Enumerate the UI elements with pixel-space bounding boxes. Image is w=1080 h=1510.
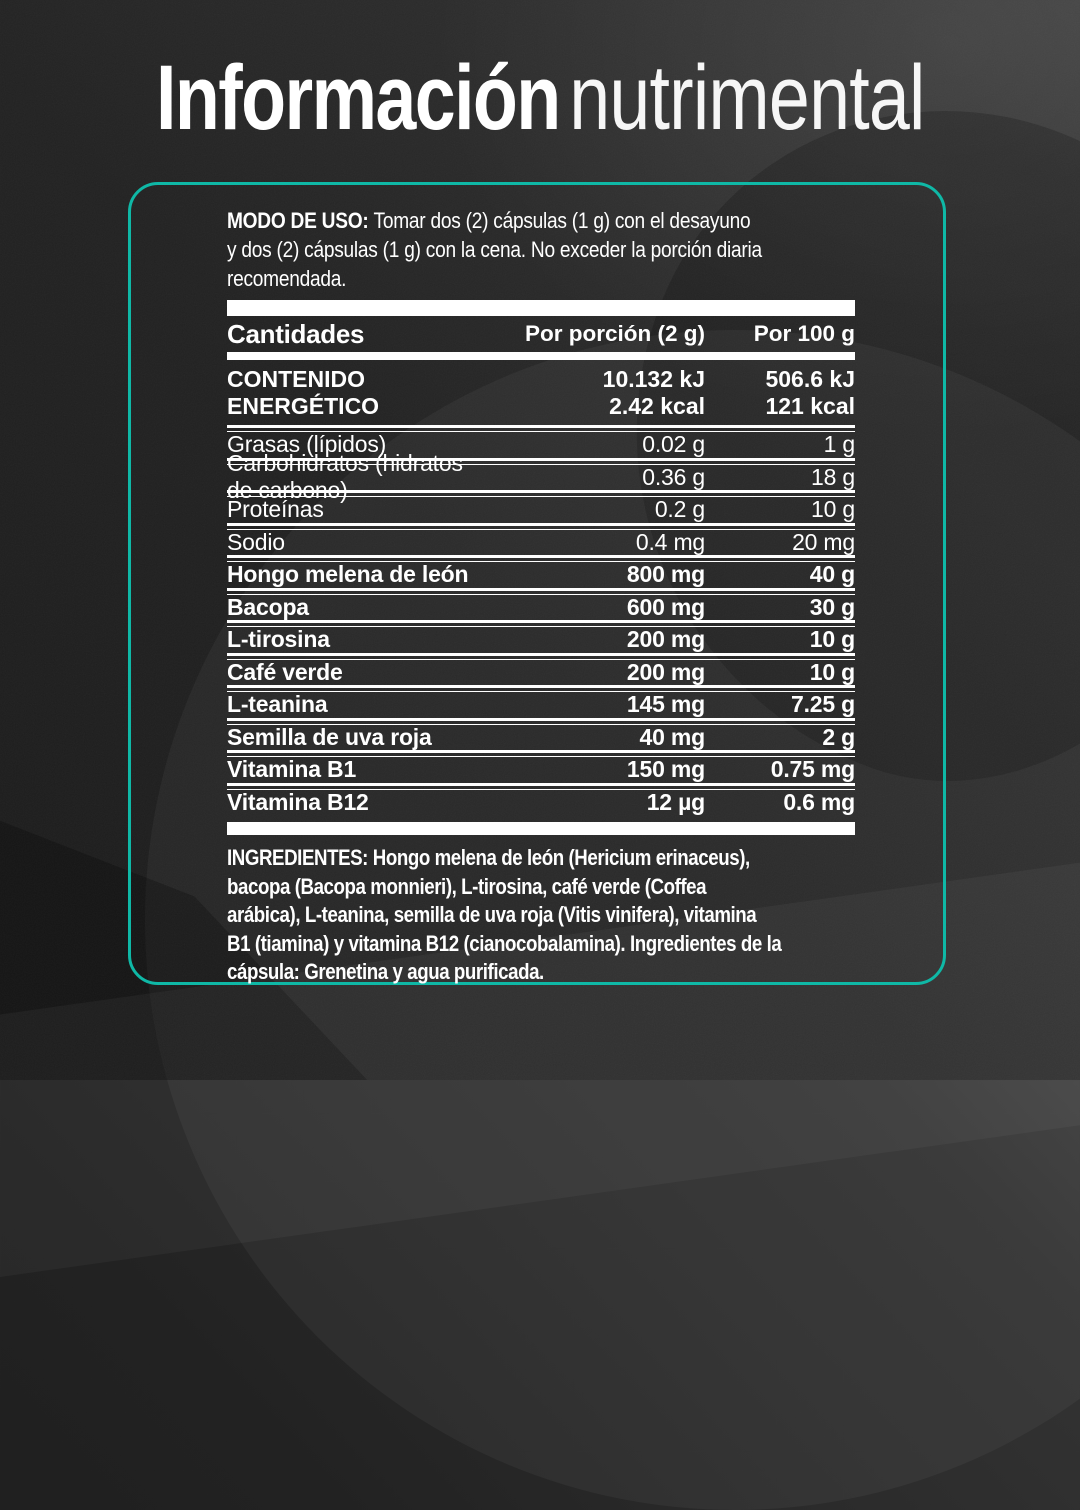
row-per-100g: 18 g: [811, 463, 855, 490]
usage-label: MODO DE USO:: [227, 208, 369, 233]
ingredients-line: arábica), L-teanina, semilla de uva roja…: [227, 902, 757, 928]
row-separator: [227, 457, 855, 465]
row-separator: [227, 750, 855, 757]
row-per-serving: 12 µg: [646, 788, 705, 815]
row-per-100g: 0.75 mg: [770, 756, 855, 783]
row-per-100g: 30 g: [809, 593, 855, 620]
nutrition-panel: MODO DE USO: Tomar dos (2) cápsulas (1 g)…: [128, 182, 946, 985]
row-label: Café verde: [227, 658, 343, 685]
row-per-100g: 20 mg: [792, 528, 855, 555]
row-label: Proteínas: [227, 496, 324, 523]
ingredients-line: INGREDIENTES: Hongo melena de león (Heri…: [227, 845, 750, 870]
table-row: Vitamina B12 12 µg 0.6 mg: [227, 788, 855, 816]
row-separator: [227, 522, 855, 530]
row-separator: [227, 782, 855, 790]
row-label: Carbohidratos (hidratos de carbono): [227, 450, 463, 504]
table-row: Carbohidratos (hidratos de carbono) 0.36 …: [227, 450, 855, 503]
background: [0, 0, 1080, 1080]
row-separator: [227, 490, 855, 497]
page-title-text: Información nutrimental: [155, 47, 925, 149]
energy-per-100g: 506.6 kJ 121 kcal: [765, 366, 855, 419]
header-per-100g: Por 100 g: [753, 321, 855, 346]
row-per-serving: 200 mg: [626, 658, 705, 685]
table-top-bar: [227, 300, 855, 316]
ingredients-line: bacopa (Bacopa monnieri), L-tirosina, ca…: [227, 873, 707, 899]
title-word-bold: Información: [155, 47, 561, 149]
energy-label: CONTENIDO ENERGÉTICO: [227, 366, 380, 419]
row-label: Bacopa: [227, 593, 309, 620]
row-label: Vitamina B1: [227, 756, 357, 783]
row-per-serving: 145 mg: [626, 691, 705, 718]
row-label: Semilla de uva roja: [227, 723, 432, 750]
title-word-light: nutrimental: [568, 47, 925, 149]
ingredients: INGREDIENTES: Hongo melena de león (Heri…: [227, 844, 782, 987]
table-header-row: Cantidades Por porción (2 g) Por 100 g: [227, 316, 855, 352]
row-per-serving: 0.4 mg: [635, 528, 705, 555]
row-per-100g: 7.25 g: [790, 691, 855, 718]
usage-line: MODO DE USO: Tomar dos (2) cápsulas (1 g)…: [227, 206, 762, 235]
row-separator: [227, 652, 855, 660]
table-row: Proteínas 0.2 g 10 g: [227, 496, 855, 523]
table-row: Grasas (lípidos) 0.02 g 1 g: [227, 431, 856, 458]
row-per-serving: 800 mg: [626, 561, 705, 588]
row-per-serving: 0.02 g: [642, 431, 705, 458]
noise-texture: [0, 0, 1080, 1080]
table-row: L-tirosina 200 mg 10 g: [227, 626, 855, 653]
row-label: Grasas (lípidos): [227, 431, 387, 458]
row-per-serving: 0.36 g: [642, 463, 705, 490]
row-per-100g: 10 g: [809, 626, 855, 653]
row-per-serving: 40 mg: [639, 723, 706, 750]
row-separator: [227, 555, 855, 562]
energy-per-serving: 10.132 kJ 2.42 kcal: [602, 366, 705, 419]
row-label: Vitamina B12: [227, 788, 369, 815]
table-row: Café verde 200 mg 10 g: [227, 658, 855, 686]
row-separator: [227, 587, 855, 595]
table-row: Sodio 0.4 mg 20 mg: [227, 528, 855, 556]
row-separator: [227, 717, 855, 725]
row-separator: [227, 685, 855, 692]
row-separator: [227, 425, 855, 432]
row-label: Hongo melena de león: [227, 561, 469, 588]
row-per-serving: 0.2 g: [654, 496, 705, 523]
page-title: Información nutrimental: [0, 50, 1080, 147]
header-quantities: Cantidades: [227, 318, 365, 349]
table-row: L-teanina 145 mg 7.25 g: [227, 691, 855, 718]
energy-row: CONTENIDO ENERGÉTICO 10.132 kJ 2.42 kcal 5…: [227, 360, 855, 425]
table-row: Bacopa 600 mg 30 g: [227, 593, 855, 621]
row-per-100g: 10 g: [811, 496, 855, 523]
usage-instructions: MODO DE USO: Tomar dos (2) cápsulas (1 g)…: [227, 206, 762, 293]
row-per-serving: 200 mg: [626, 626, 705, 653]
row-label: Sodio: [227, 528, 285, 555]
table-row: Hongo melena de león 800 mg 40 g: [227, 561, 855, 588]
ingredients-line: B1 (tiamina) y vitamina B12 (cianocobala…: [227, 930, 782, 956]
header-per-serving: Por porción (2 g): [525, 321, 705, 346]
row-per-serving: 150 mg: [626, 756, 705, 783]
row-per-100g: 0.6 mg: [783, 788, 855, 815]
table-row: Semilla de uva roja 40 mg 2 g: [227, 723, 855, 751]
row-separator: [227, 620, 855, 627]
nutrition-table: Cantidades Por porción (2 g) Por 100 g C…: [227, 300, 855, 835]
usage-line: y dos (2) cápsulas (1 g) con la cena. No…: [227, 237, 762, 262]
row-per-100g: 40 g: [809, 561, 855, 588]
table-row: Vitamina B1 150 mg 0.75 mg: [227, 756, 855, 783]
usage-text: Tomar dos (2) cápsulas (1 g) con el desa…: [373, 208, 751, 233]
table-bottom-bar: [227, 822, 855, 835]
row-per-100g: 10 g: [809, 658, 855, 685]
row-per-100g: 1 g: [823, 431, 856, 458]
table-mid-bar: [227, 352, 855, 360]
row-per-serving: 600 mg: [626, 593, 705, 620]
row-label: L-teanina: [227, 691, 328, 718]
row-label: L-tirosina: [227, 626, 330, 653]
ingredients-line: cápsula: Grenetina y agua purificada.: [227, 959, 544, 985]
row-per-100g: 2 g: [822, 723, 855, 750]
usage-line: recomendada.: [227, 266, 347, 291]
